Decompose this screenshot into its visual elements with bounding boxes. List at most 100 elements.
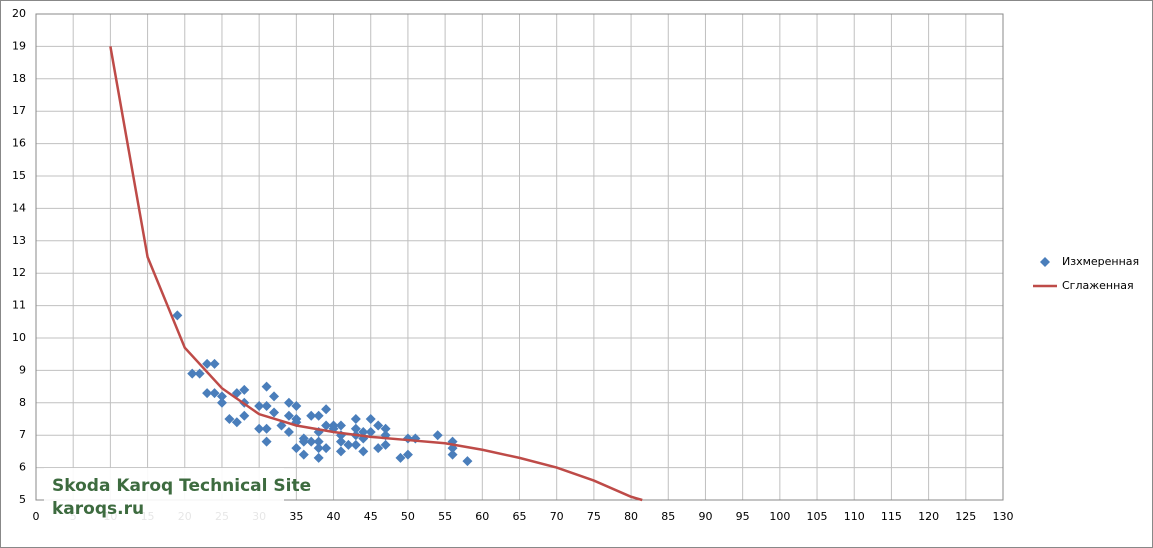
data-point	[335, 420, 346, 431]
data-point	[321, 420, 332, 431]
data-point	[447, 449, 458, 460]
data-point	[343, 439, 354, 450]
data-point	[380, 439, 391, 450]
data-point	[358, 446, 369, 457]
data-point	[365, 414, 376, 424]
data-point	[239, 410, 250, 421]
watermark-text: Skoda Karoq Technical Site	[52, 476, 311, 496]
data-point	[298, 449, 309, 460]
data-point	[261, 436, 272, 447]
data-point	[313, 436, 324, 447]
x-tick-label: 120	[918, 510, 939, 523]
x-tick-label: 90	[698, 510, 712, 523]
y-tick-label: 16	[12, 137, 26, 150]
data-point	[313, 452, 324, 463]
y-tick-label: 9	[19, 363, 26, 376]
data-point	[172, 310, 183, 321]
legend-label: Сглаженная	[1062, 279, 1134, 292]
data-point	[291, 443, 302, 454]
data-point	[380, 423, 391, 434]
x-tick-label: 85	[661, 510, 675, 523]
x-tick-label: 110	[844, 510, 865, 523]
data-point	[373, 420, 384, 431]
data-point	[432, 430, 443, 441]
data-point	[209, 358, 220, 369]
x-tick-label: 60	[475, 510, 489, 523]
y-tick-label: 12	[12, 266, 26, 279]
x-tick-label: 70	[550, 510, 564, 523]
data-point	[254, 401, 265, 412]
data-point	[298, 436, 309, 447]
y-tick-label: 15	[12, 169, 26, 182]
watermark-text: karoqs.ru	[52, 499, 144, 519]
data-point	[224, 414, 235, 424]
data-point	[335, 436, 346, 447]
data-point	[402, 449, 413, 460]
data-point	[261, 423, 272, 434]
data-point	[187, 368, 198, 379]
x-tick-label: 35	[289, 510, 303, 523]
y-tick-label: 10	[12, 331, 26, 344]
data-point	[350, 414, 361, 424]
x-tick-label: 115	[881, 510, 902, 523]
data-point	[239, 384, 250, 395]
data-point	[283, 397, 294, 408]
data-point	[269, 391, 280, 402]
x-tick-label: 50	[401, 510, 415, 523]
data-point	[231, 417, 242, 428]
watermark-backdrop	[44, 468, 284, 524]
x-tick-label: 40	[327, 510, 341, 523]
y-tick-label: 18	[12, 72, 26, 85]
data-point	[254, 423, 265, 434]
x-tick-label: 105	[807, 510, 828, 523]
x-tick-label: 0	[33, 510, 40, 523]
data-point	[261, 401, 272, 412]
data-point	[350, 423, 361, 434]
data-point	[283, 410, 294, 421]
y-tick-label: 5	[19, 493, 26, 506]
data-point	[216, 397, 227, 408]
y-tick-label: 17	[12, 104, 26, 117]
x-tick-label: 55	[438, 510, 452, 523]
x-tick-label: 100	[769, 510, 790, 523]
data-point	[313, 443, 324, 454]
y-tick-label: 11	[12, 299, 26, 312]
data-point	[209, 388, 220, 399]
y-tick-label: 13	[12, 234, 26, 247]
y-tick-label: 20	[12, 7, 26, 20]
data-point	[269, 407, 280, 418]
x-tick-label: 125	[955, 510, 976, 523]
data-point	[395, 452, 406, 463]
data-point	[335, 446, 346, 457]
data-point	[194, 368, 205, 379]
data-point	[373, 443, 384, 454]
plot-border	[35, 13, 1004, 501]
x-tick-label: 95	[736, 510, 750, 523]
data-point	[306, 410, 317, 421]
data-point	[202, 388, 213, 399]
x-tick-label: 130	[993, 510, 1014, 523]
y-tick-label: 14	[12, 201, 26, 214]
data-point	[321, 404, 332, 415]
x-tick-label: 45	[364, 510, 378, 523]
data-point	[202, 358, 213, 369]
data-point	[261, 381, 272, 392]
data-point	[283, 426, 294, 437]
data-line	[109, 46, 643, 502]
y-tick-label: 6	[19, 461, 26, 474]
data-point	[462, 456, 473, 467]
x-tick-label: 65	[513, 510, 527, 523]
data-point	[291, 401, 302, 412]
x-tick-label: 75	[587, 510, 601, 523]
y-tick-label: 7	[19, 428, 26, 441]
data-point	[313, 410, 324, 421]
x-tick-label: 80	[624, 510, 638, 523]
data-point	[321, 443, 332, 454]
data-point	[350, 439, 361, 450]
y-tick-label: 8	[19, 396, 26, 409]
data-point	[306, 436, 317, 447]
data-point	[216, 391, 227, 402]
